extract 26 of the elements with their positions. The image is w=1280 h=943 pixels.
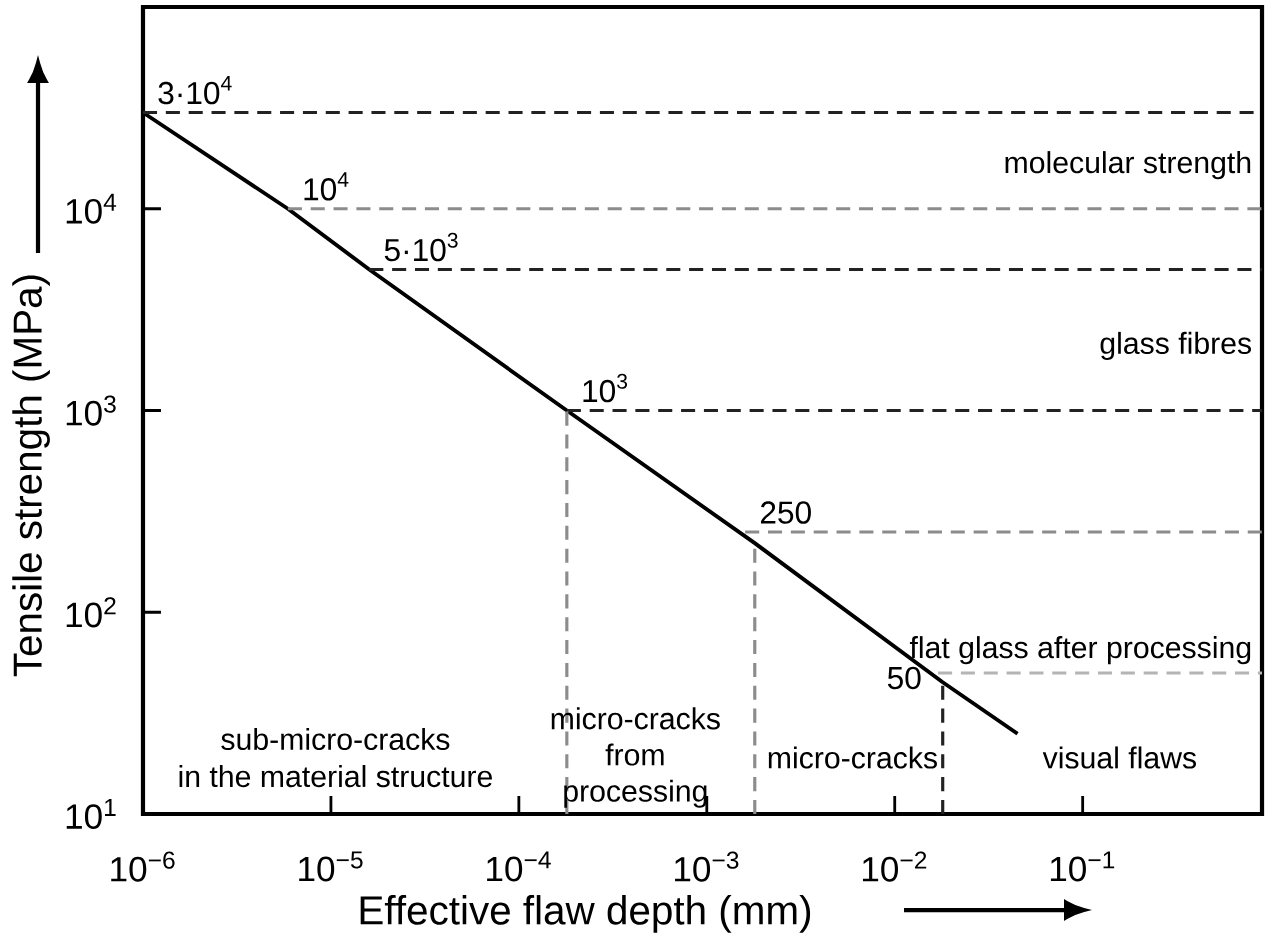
x-tick-label: 10$^{−3}$: [675, 851, 739, 882]
annotation: 5·10$^{3}$: [384, 232, 458, 262]
y-tick-label: 10$^{3}$: [66, 395, 116, 426]
annotation: micro-cracks from processing: [551, 707, 720, 808]
x-tick-label: 10$^{−1}$: [1050, 851, 1115, 882]
annotation: 3·10$^{4}$: [158, 76, 232, 105]
y-tick-label: 10$^{4}$: [66, 193, 117, 224]
annotation: micro-cracks: [768, 746, 937, 769]
annotation: sub-micro-cracks: [221, 727, 450, 751]
annotation: molecular strength: [1005, 151, 1251, 180]
x-tick-label: 10$^{−2}$: [862, 851, 927, 882]
x-tick-label: 10$^{−5}$: [299, 851, 363, 882]
x-tick-label: 10$^{−6}$: [111, 851, 175, 882]
x-tick-label: 10$^{−4}$: [487, 851, 551, 882]
x-axis-title: Effective flaw depth (mm): [360, 895, 811, 933]
annotation: 50: [887, 666, 921, 690]
annotation: 250: [760, 501, 811, 524]
annotation: flat glass after processing: [909, 636, 1251, 665]
y-axis-title: Tensile strength (MPa): [12, 275, 50, 677]
annotation: visual flaws: [1042, 746, 1196, 769]
annotation: in the material structure: [179, 765, 492, 788]
y-tick-label: 10$^{1}$: [66, 799, 116, 830]
annotation: glass fibres: [1100, 331, 1252, 361]
y-tick-label: 10$^{2}$: [66, 597, 116, 628]
annotation: 10$^{4}$: [304, 172, 349, 201]
annotation: 10$^{3}$: [583, 373, 628, 403]
